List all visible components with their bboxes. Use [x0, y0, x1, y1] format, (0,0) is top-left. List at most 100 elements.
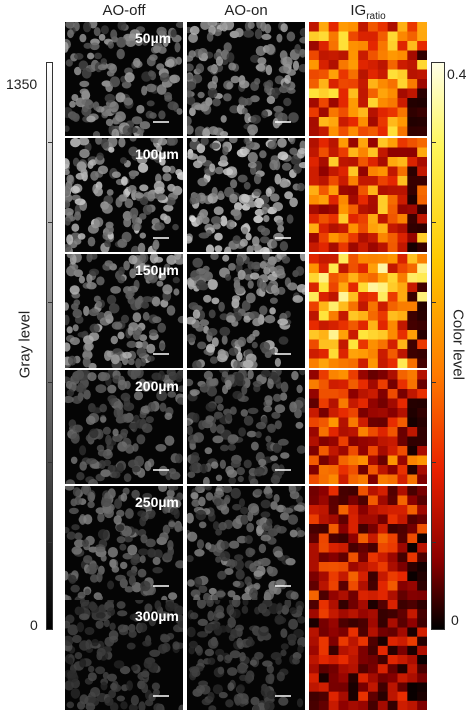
heatmap-cell — [397, 107, 408, 118]
header-ao-off: AO-off — [102, 2, 146, 19]
heatmap-cell — [397, 138, 408, 148]
tile-ig-ratio-row-2 — [309, 138, 427, 252]
heatmap-cell — [338, 465, 349, 475]
cell-body — [127, 126, 138, 134]
cell-body — [120, 492, 128, 502]
cell-body — [158, 486, 168, 492]
heatmap-cell — [309, 673, 320, 683]
heatmap-cell — [377, 645, 389, 656]
heatmap-cell — [328, 552, 339, 563]
cell-body — [261, 110, 269, 119]
cell-body — [100, 58, 107, 66]
cell-body — [139, 196, 149, 206]
cell-body — [65, 342, 71, 352]
heatmap-cell — [387, 195, 398, 205]
heatmap-cell — [397, 311, 408, 321]
cell-body — [226, 81, 233, 90]
heatmap-cell — [377, 358, 389, 368]
cell-body — [295, 421, 304, 429]
heatmap-cell — [407, 636, 418, 647]
cell-body — [266, 95, 276, 105]
cell-body — [94, 52, 102, 60]
heatmap-cell — [407, 664, 418, 674]
heatmap-cell — [338, 79, 349, 89]
header-ig-ratio: IGratio — [309, 2, 427, 22]
cell-body — [222, 146, 229, 156]
heatmap-cell — [338, 398, 349, 409]
cell-body — [106, 63, 116, 71]
heatmap-cell — [328, 590, 339, 600]
ig-ratio-image — [309, 486, 427, 600]
heatmap-cell — [397, 627, 408, 638]
heatmap-cell — [407, 700, 418, 710]
cell-body — [196, 600, 207, 609]
heatmap-cell — [397, 204, 408, 215]
cell-body — [194, 549, 205, 557]
heatmap-cell — [368, 41, 379, 51]
heatmap-cell — [348, 514, 359, 525]
cell-body — [262, 600, 273, 608]
heatmap-cell — [348, 282, 359, 293]
cell-body — [175, 56, 182, 65]
cell-body — [83, 555, 93, 564]
heatmap-cell — [309, 147, 320, 158]
cell-body — [124, 72, 135, 83]
cell-body — [299, 370, 305, 376]
cell-body — [205, 229, 212, 236]
heatmap-cell — [407, 41, 418, 51]
cell-body — [107, 580, 115, 590]
heatmap-cell — [318, 636, 330, 647]
cell-body — [192, 309, 201, 319]
cell-body — [108, 630, 119, 641]
heatmap-cell — [318, 223, 330, 234]
heatmap-cell — [338, 524, 349, 534]
cell-body — [142, 296, 153, 303]
cell-body — [116, 536, 126, 544]
heatmap-cell — [397, 455, 408, 466]
cell-body — [174, 254, 182, 260]
heatmap-cell — [377, 204, 389, 215]
cell-body — [68, 574, 77, 584]
cell-body — [159, 402, 167, 412]
heatmap-cell — [338, 98, 349, 108]
cell-body — [210, 254, 219, 260]
heatmap-cell — [368, 571, 379, 582]
heatmap-cell — [407, 107, 418, 118]
heatmap-cell — [368, 465, 379, 475]
cell-body — [131, 664, 138, 672]
heatmap-cell — [328, 465, 339, 475]
heatmap-cell — [328, 495, 339, 506]
cell-body — [120, 561, 128, 570]
heatmap-cell — [368, 664, 379, 674]
cell-body — [162, 284, 173, 295]
cell-body — [133, 57, 141, 68]
cell-body — [242, 148, 250, 155]
cell-body — [234, 27, 244, 38]
heatmap-cell — [348, 195, 359, 205]
heatmap-cell — [328, 486, 339, 496]
cell-body — [189, 25, 200, 35]
cell-body — [68, 507, 79, 515]
heatmap-cell — [368, 543, 379, 553]
cell-body — [126, 290, 135, 298]
cell-body — [253, 215, 264, 224]
heatmap-cell — [407, 600, 418, 610]
cell-body — [87, 224, 99, 234]
color-scale-max: 0.4 — [447, 66, 467, 82]
heatmap-cell — [338, 370, 349, 380]
cell-body — [207, 638, 219, 649]
cell-body — [198, 496, 206, 507]
heatmap-cell — [407, 389, 418, 399]
cell-body — [156, 26, 167, 37]
cell-body — [65, 595, 72, 600]
cell-body — [134, 192, 144, 199]
cell-body — [176, 108, 183, 115]
cell-body — [217, 403, 224, 411]
heatmap-cell — [407, 618, 418, 628]
heatmap-cell — [368, 263, 379, 274]
heatmap-cell — [358, 22, 369, 32]
cell-body — [65, 59, 73, 67]
heatmap-cell — [417, 195, 427, 205]
heatmap-cell — [377, 166, 389, 177]
cell-body — [108, 689, 116, 699]
